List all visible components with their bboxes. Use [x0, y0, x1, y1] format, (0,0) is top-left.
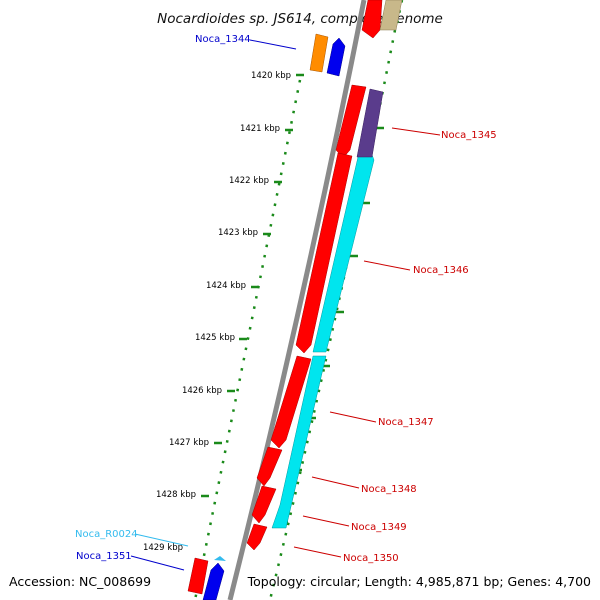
leader-noca-1351: [130, 555, 185, 571]
gene-arrow-noca-1347[interactable]: [270, 355, 312, 449]
gene-label-noca-1351[interactable]: Noca_1351: [76, 551, 132, 562]
reverse-strand-genes: [271, 151, 375, 529]
label-leaders: [130, 39, 441, 571]
gene-arrow-khaki[interactable]: [379, 0, 403, 31]
gene-arrow-noca-1351[interactable]: [202, 562, 225, 600]
gene-label-noca-1349[interactable]: Noca_1349: [351, 522, 407, 533]
gene-arrow-noca-r0024[interactable]: [214, 556, 226, 561]
leader-noca-1344: [249, 39, 297, 50]
leader-noca-1350: [293, 546, 342, 558]
gene-arrow-noca-1348[interactable]: [256, 446, 283, 487]
kbp-label: 1428 kbp: [156, 490, 196, 500]
kbp-label: 1420 kbp: [251, 71, 291, 81]
gene-arrow-cyan[interactable]: [271, 355, 327, 529]
kbp-scale: 1420 kbp 1421 kbp 1422 kbp 1423 kbp 1424…: [143, 71, 304, 553]
leader-noca-r0024: [134, 533, 189, 547]
gene-arrow-noca-1345[interactable]: [335, 84, 367, 159]
leader-noca-1349: [302, 515, 350, 527]
gene-label-noca-1347[interactable]: Noca_1347: [378, 417, 434, 428]
kbp-label: 1427 kbp: [169, 438, 209, 448]
kbp-label: 1422 kbp: [229, 176, 269, 186]
accession-text: Accession: NC_008699: [9, 574, 151, 589]
map-title: Nocardioides sp. JS614, complete genome: [157, 11, 443, 27]
kbp-label: 1426 kbp: [182, 386, 222, 396]
gene-arrow[interactable]: [361, 0, 383, 39]
leader-noca-1348: [311, 476, 360, 489]
leader-noca-1347: [329, 411, 377, 423]
leader-noca-1346: [363, 260, 411, 271]
kbp-label: 1423 kbp: [218, 228, 258, 238]
kbp-label: 1429 kbp: [143, 543, 183, 553]
gene-label-noca-1344[interactable]: Noca_1344: [195, 34, 251, 45]
gene-label-noca-1350[interactable]: Noca_1350: [343, 553, 399, 564]
kbp-label: 1424 kbp: [206, 281, 246, 291]
gene-label-noca-1346[interactable]: Noca_1346: [413, 265, 469, 276]
gene-arrow-noca-1350[interactable]: [246, 523, 268, 551]
kbp-label: 1421 kbp: [240, 124, 280, 134]
gene-label-noca-1348[interactable]: Noca_1348: [361, 484, 417, 495]
leader-noca-1345: [391, 127, 441, 136]
genome-backbone-arc: [227, 0, 367, 600]
gene-arrow-purple[interactable]: [356, 88, 384, 158]
topology-summary-text: Topology: circular; Length: 4,985,871 bp…: [247, 574, 591, 589]
gene-arrow-noca-1344[interactable]: [326, 37, 346, 77]
gene-arrow-noca-1349[interactable]: [251, 485, 277, 524]
kbp-label: 1425 kbp: [195, 333, 235, 343]
gene-arrow-orange[interactable]: [309, 33, 329, 73]
gene-label-noca-1345[interactable]: Noca_1345: [441, 130, 497, 141]
forward-strand-genes: [246, 0, 383, 551]
gene-arrow-red-bottom[interactable]: [187, 557, 209, 595]
gene-label-noca-r0024[interactable]: Noca_R0024: [75, 529, 138, 540]
gene-labels: Noca_1344 Noca_1345 Noca_1346 Noca_1347 …: [75, 34, 497, 564]
gene-arrow-noca-1346[interactable]: [295, 152, 353, 354]
